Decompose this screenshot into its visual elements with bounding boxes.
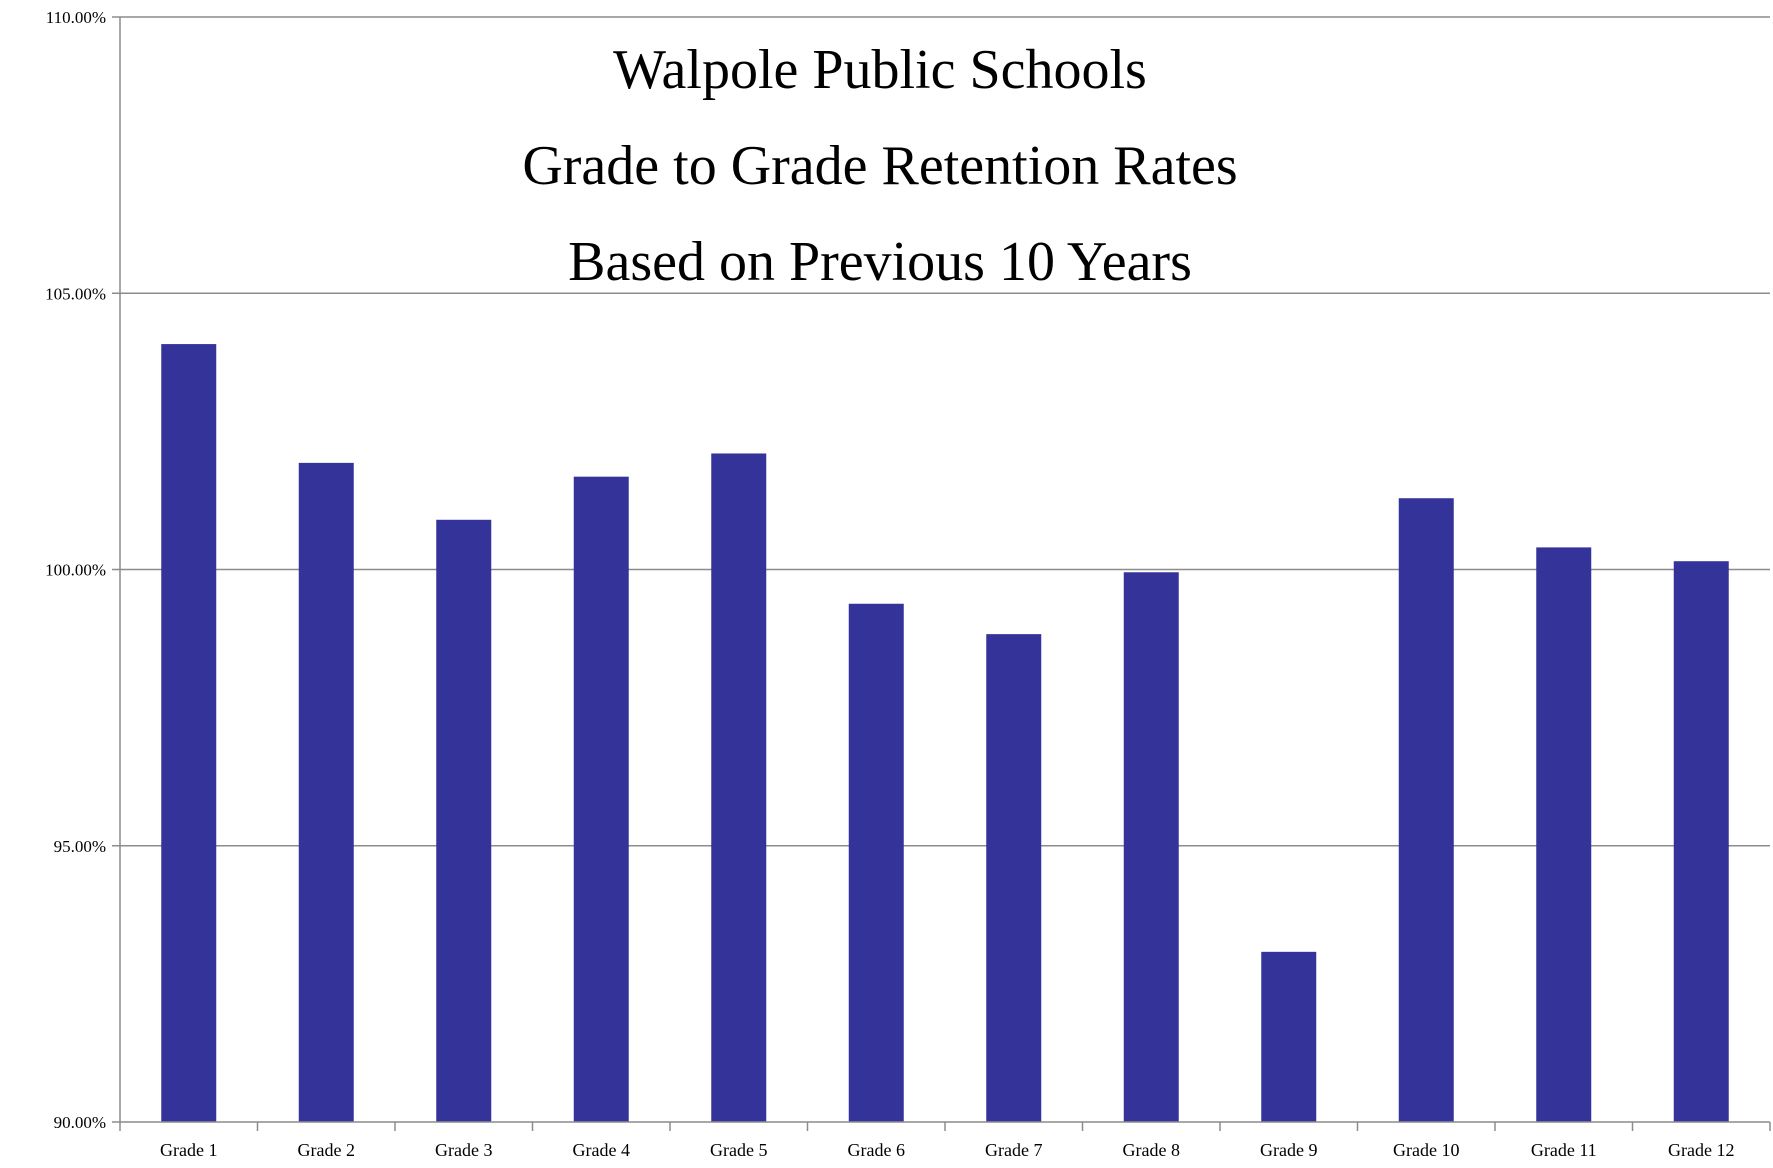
bars — [161, 344, 1729, 1123]
x-tick-label: Grade 12 — [1668, 1140, 1734, 1160]
bar-grade-9 — [1261, 951, 1317, 1122]
x-tick-label: Grade 3 — [435, 1140, 492, 1160]
y-tick-label: 100.00% — [45, 561, 106, 580]
chart-title-line: Based on Previous 10 Years — [568, 231, 1192, 293]
bar-grade-5 — [711, 453, 767, 1123]
bar-grade-1 — [161, 344, 217, 1123]
x-tick-label: Grade 2 — [298, 1140, 355, 1160]
chart-title-line: Grade to Grade Retention Rates — [522, 135, 1237, 197]
bar-grade-11 — [1536, 547, 1592, 1122]
x-tick-label: Grade 1 — [160, 1140, 217, 1160]
x-tick-label: Grade 9 — [1260, 1140, 1317, 1160]
tick-labels: 90.00% 95.00% 100.00% 105.00% 110.00% Grade 1… — [45, 8, 1734, 1160]
gridlines — [120, 16, 1770, 847]
x-tick-label: Grade 5 — [710, 1140, 767, 1160]
bar-grade-7 — [986, 634, 1042, 1122]
bar-grade-10 — [1398, 498, 1454, 1122]
chart-title-line: Walpole Public Schools — [613, 39, 1147, 101]
x-tick-label: Grade 4 — [573, 1140, 630, 1160]
y-tick-label: 95.00% — [54, 837, 106, 856]
y-tick-label: 90.00% — [54, 1113, 106, 1132]
x-tick-label: Grade 6 — [848, 1140, 905, 1160]
bar-grade-2 — [298, 462, 354, 1122]
x-tick-label: Grade 7 — [985, 1140, 1042, 1160]
x-tick-label: Grade 11 — [1531, 1140, 1597, 1160]
y-tick-label: 105.00% — [45, 284, 106, 303]
chart-title: Walpole Public Schools Grade to Grade Ret… — [522, 39, 1237, 293]
bar-grade-4 — [573, 476, 629, 1122]
bar-grade-8 — [1123, 572, 1179, 1122]
x-tick-label: Grade 10 — [1393, 1140, 1459, 1160]
bar-grade-12 — [1673, 561, 1729, 1122]
bar-grade-6 — [848, 603, 904, 1122]
x-tick-label: Grade 8 — [1123, 1140, 1180, 1160]
bar-grade-3 — [436, 519, 492, 1122]
axes — [112, 16, 1771, 1131]
y-tick-label: 110.00% — [46, 8, 106, 27]
